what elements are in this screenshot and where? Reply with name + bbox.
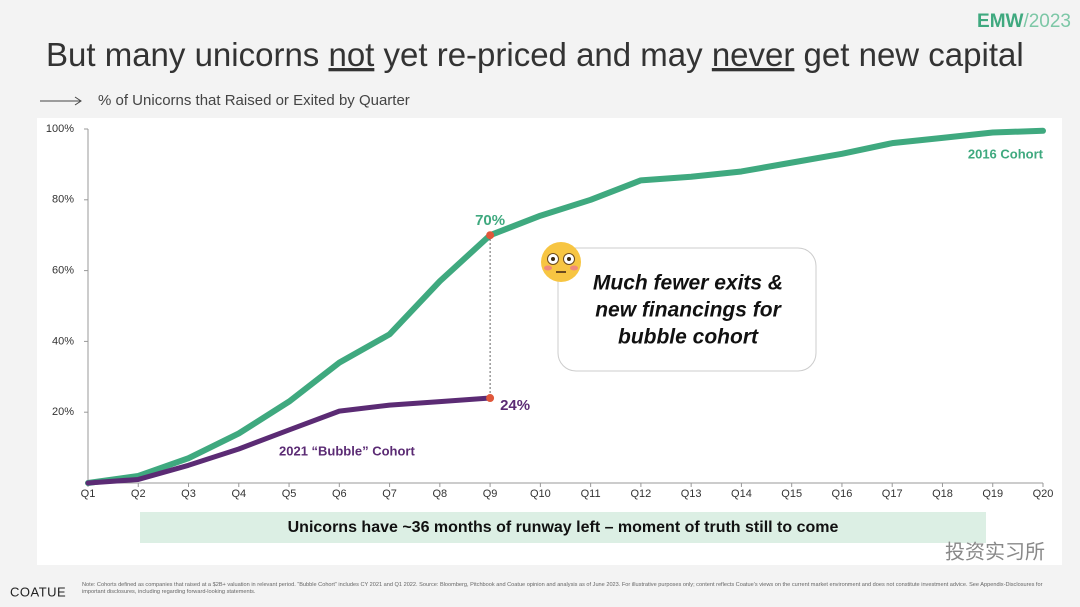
x-tick-label: Q5 xyxy=(282,488,297,500)
x-tick-label: Q1 xyxy=(81,488,96,500)
x-tick-label: Q18 xyxy=(932,488,953,500)
title-part: never xyxy=(712,36,795,73)
y-tick-label: 40% xyxy=(52,335,74,347)
x-tick-label: Q6 xyxy=(332,488,347,500)
x-tick-label: Q9 xyxy=(483,488,498,500)
brand: EMW/2023 xyxy=(977,11,1071,32)
x-tick-label: Q12 xyxy=(630,488,651,500)
logo: COATUE xyxy=(10,584,66,599)
x-tick-label: Q20 xyxy=(1033,488,1054,500)
y-tick-label: 60% xyxy=(52,265,74,277)
y-tick-label: 20% xyxy=(52,406,74,418)
series-line xyxy=(85,127,1046,486)
banner-text: Unicorns have ~36 months of runway left … xyxy=(288,519,839,536)
x-tick-label: Q2 xyxy=(131,488,146,500)
title: But many unicorns not yet re-priced and … xyxy=(46,36,1024,73)
subtitle: % of Unicorns that Raised or Exited by Q… xyxy=(98,92,410,109)
value-label: 24% xyxy=(500,397,530,414)
series-label: 2021 “Bubble” Cohort xyxy=(279,443,415,458)
x-tick-label: Q14 xyxy=(731,488,752,500)
title-part: yet re-priced and may xyxy=(374,36,711,73)
x-tick-label: Q7 xyxy=(382,488,397,500)
x-tick-label: Q10 xyxy=(530,488,551,500)
emoji-pupil xyxy=(567,257,571,261)
callout-text: new financings for xyxy=(595,299,782,322)
watermark: 投资实习所 xyxy=(945,540,1045,563)
banner xyxy=(140,512,986,543)
emoji-pupil xyxy=(551,257,555,261)
subtitle-arrow-head xyxy=(74,96,82,106)
chart-panel xyxy=(37,118,1062,565)
callout-box xyxy=(557,247,817,372)
brand-name: EMW xyxy=(977,11,1024,32)
y-tick-label: 100% xyxy=(46,123,74,135)
callout-text: bubble cohort xyxy=(618,326,759,349)
emoji-blush xyxy=(570,265,578,271)
title-part: But many unicorns xyxy=(46,36,328,73)
value-label: 70% xyxy=(475,212,505,229)
brand-year: /2023 xyxy=(1023,11,1071,32)
footnote: Note: Cohorts defined as companies that … xyxy=(82,582,1043,595)
x-tick-label: Q16 xyxy=(832,488,853,500)
emoji-face xyxy=(541,242,581,282)
x-tick-label: Q13 xyxy=(681,488,702,500)
point xyxy=(486,231,495,240)
series-line xyxy=(85,395,493,486)
title-part: not xyxy=(328,36,374,73)
callout-text: Much fewer exits & xyxy=(593,272,783,295)
x-tick-label: Q8 xyxy=(432,488,447,500)
series-label: 2016 Cohort xyxy=(968,146,1044,161)
emoji xyxy=(541,242,581,282)
point xyxy=(486,394,495,403)
emoji-blush xyxy=(544,265,552,271)
x-tick-label: Q17 xyxy=(882,488,903,500)
x-tick-label: Q11 xyxy=(581,488,601,500)
title-part: get new capital xyxy=(794,36,1023,73)
y-tick-label: 80% xyxy=(52,194,74,206)
x-tick-label: Q4 xyxy=(231,488,246,500)
x-tick-label: Q19 xyxy=(982,488,1003,500)
x-tick-label: Q3 xyxy=(181,488,196,500)
x-tick-label: Q15 xyxy=(781,488,802,500)
